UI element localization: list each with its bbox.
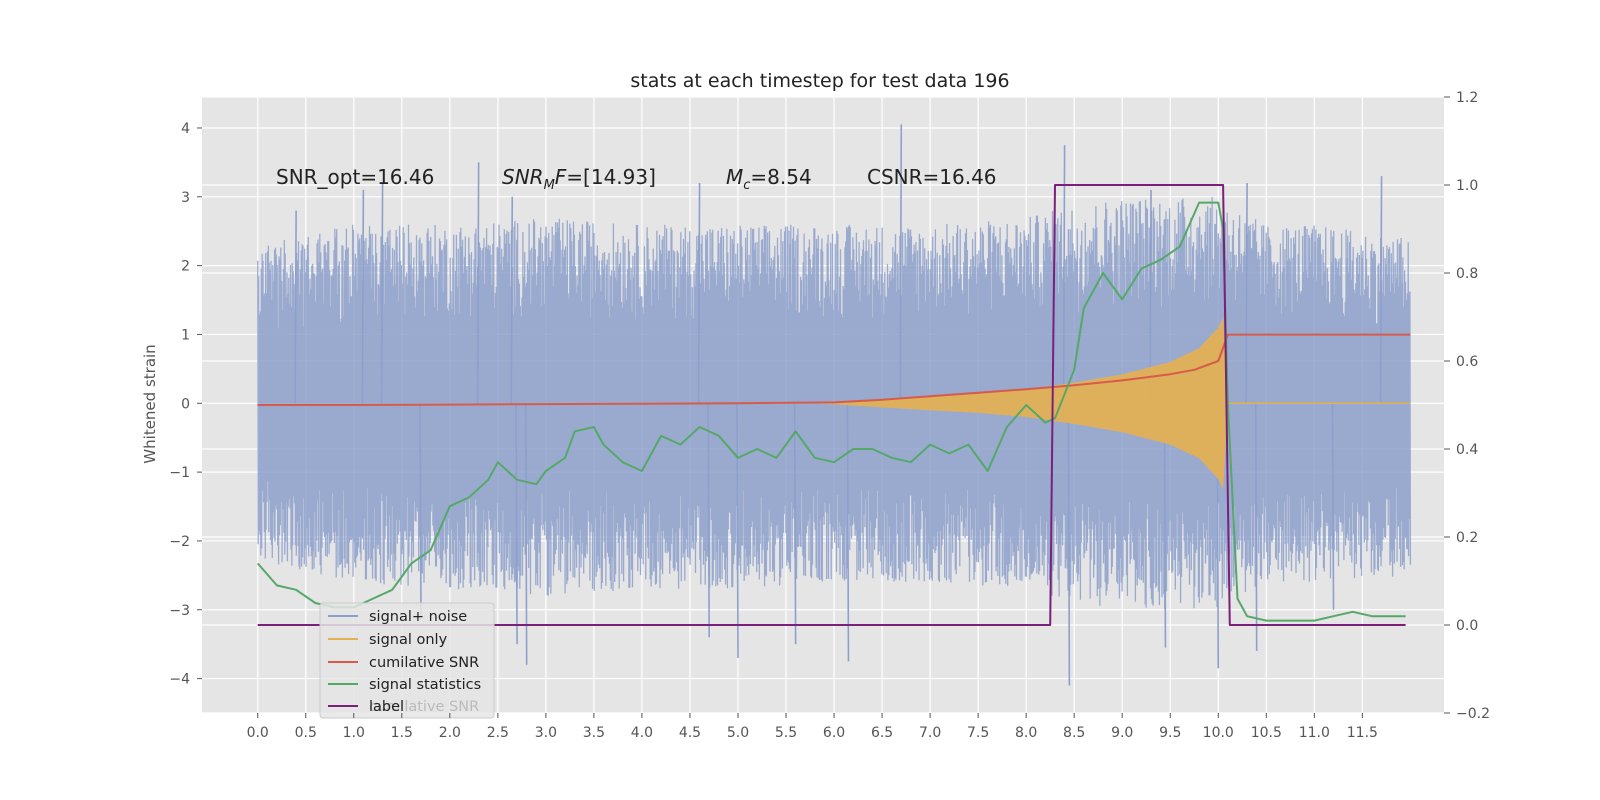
y2-tick-label: 0.2 — [1456, 530, 1478, 546]
legend-entry-label: label — [328, 699, 404, 715]
signal-noise-spike — [899, 124, 903, 404]
signal-noise-spike — [1062, 145, 1066, 404]
x-tick-label: 11.0 — [1299, 725, 1330, 741]
x-tick-label: 0.0 — [247, 725, 269, 741]
chart-title: stats at each timestep for test data 196 — [630, 70, 1009, 92]
annotation-snr-mf-prefix: SNR — [502, 165, 544, 189]
y-tick-label: −3 — [169, 603, 190, 619]
signal-noise-spike — [1331, 403, 1335, 610]
x-tick-label: 10.5 — [1251, 725, 1282, 741]
y-tick-label: −4 — [169, 672, 190, 688]
signal-noise-spike — [707, 403, 710, 638]
series-label — [257, 184, 1406, 626]
signal-noise-spike — [1379, 176, 1383, 404]
x-tick-label: 10.0 — [1203, 725, 1234, 741]
x-tick-label: 0.5 — [295, 725, 317, 741]
legend-ghost-text: cumilative SNR — [369, 699, 479, 715]
series-signal-noise — [257, 197, 1412, 610]
x-tick-label: 2.5 — [487, 725, 509, 741]
x-tick-label: 9.0 — [1111, 725, 1133, 741]
y2-tick-label: −0.2 — [1456, 706, 1490, 722]
signal-noise-spike — [697, 183, 701, 404]
annotation-snr-mf-value: =[14.93] — [566, 165, 656, 189]
signal-noise-spike — [515, 403, 518, 645]
y2-tick-label: 0.4 — [1456, 442, 1478, 458]
y2-tick-label: 0.8 — [1456, 266, 1478, 282]
signal-noise-spike — [1254, 403, 1258, 652]
y2-tick-label: 1.2 — [1456, 90, 1478, 106]
annotation-mc-value: =8.54 — [750, 165, 811, 189]
y-tick-label: 1 — [181, 327, 190, 343]
legend-label-signal-only: signal only — [369, 632, 448, 648]
annotation-snr-opt: SNR_opt=16.46 — [276, 165, 434, 189]
signal-noise-spike — [419, 403, 422, 617]
signal-noise-spike — [736, 403, 739, 658]
x-tick-label: 4.0 — [631, 725, 653, 741]
annotations: SNR_opt=16.46 SNRMF=[14.93] Mc=8.54 CSNR… — [276, 165, 997, 193]
x-tick-label: 2.0 — [439, 725, 461, 741]
x-tick-label: 4.5 — [679, 725, 701, 741]
legend-entry-signal-noise: signal+ noise — [328, 609, 467, 625]
signal-noise-spike — [510, 196, 514, 404]
signal-noise-spike — [524, 403, 528, 665]
x-tick-label: 7.0 — [919, 725, 941, 741]
annotation-mc: Mc=8.54 — [726, 165, 812, 193]
legend: cumilative SNR signal+ noise signal only… — [319, 602, 495, 719]
annotation-snr-mf-sub: M — [544, 178, 555, 193]
annotation-csnr: CSNR=16.46 — [867, 165, 997, 189]
x-tick-label: 9.5 — [1159, 725, 1181, 741]
annotation-snr-mf-mid: F — [555, 165, 567, 189]
legend-label-cumilative-snr: cumilative SNR — [369, 655, 479, 671]
y-tick-label: 3 — [181, 190, 190, 206]
signal-noise-spike — [361, 189, 365, 404]
x-tick-label: 8.0 — [1015, 725, 1037, 741]
x-tick-label: 5.0 — [727, 725, 749, 741]
y2-tick-label: 1.0 — [1456, 178, 1478, 194]
y2-tick-label: 0.0 — [1456, 618, 1478, 634]
signal-noise-spike — [380, 183, 384, 404]
y-axis-label: Whitened strain — [141, 344, 159, 463]
annotation-mc-sub: c — [743, 178, 750, 193]
legend-entry-cumilative-snr: cumilative SNR — [328, 655, 479, 671]
signal-noise-spike — [1067, 403, 1071, 686]
legend-box — [319, 602, 495, 719]
signal-noise-spike — [793, 403, 797, 645]
signal-noise-spike — [1245, 183, 1248, 404]
series-cumilative-snr — [257, 333, 1411, 406]
signal-noise-spike — [1163, 403, 1167, 648]
x-tick-label: 7.5 — [967, 725, 989, 741]
y-tick-label: −2 — [169, 534, 190, 550]
y-tick-label: 4 — [181, 121, 190, 137]
legend-label-signal-statistics: signal statistics — [369, 677, 481, 693]
signal-noise-spike — [476, 162, 480, 404]
axis-ticks: 0.0 0.5 1.0 1.5 2.0 2.5 3.0 3.5 4.0 4.5 5.0 5.5 6.0 6… — [169, 90, 1490, 741]
y-tick-label: 2 — [181, 259, 190, 275]
x-tick-label: 8.5 — [1063, 725, 1085, 741]
x-tick-label: 3.5 — [583, 725, 605, 741]
signal-noise-spike — [846, 403, 850, 662]
x-tick-label: 6.5 — [871, 725, 893, 741]
legend-entry-signal-statistics: signal statistics — [328, 677, 481, 693]
legend-label-signal-noise: signal+ noise — [369, 609, 467, 625]
x-tick-label: 1.0 — [343, 725, 365, 741]
x-tick-label: 11.5 — [1347, 725, 1378, 741]
x-tick-label: 3.0 — [535, 725, 557, 741]
y2-tick-label: 0.6 — [1456, 354, 1478, 370]
legend-label-label: label — [369, 699, 404, 715]
x-tick-label: 5.5 — [775, 725, 797, 741]
y-tick-label: 0 — [181, 396, 190, 412]
x-tick-label: 1.5 — [391, 725, 413, 741]
x-tick-label: 6.0 — [823, 725, 845, 741]
y-tick-label: −1 — [169, 465, 190, 481]
signal-noise-spike — [294, 210, 297, 404]
legend-entry-signal-only: signal only — [328, 632, 448, 648]
annotation-mc-prefix: M — [726, 165, 743, 189]
annotation-snr-mf: SNRMF=[14.93] — [502, 165, 656, 193]
